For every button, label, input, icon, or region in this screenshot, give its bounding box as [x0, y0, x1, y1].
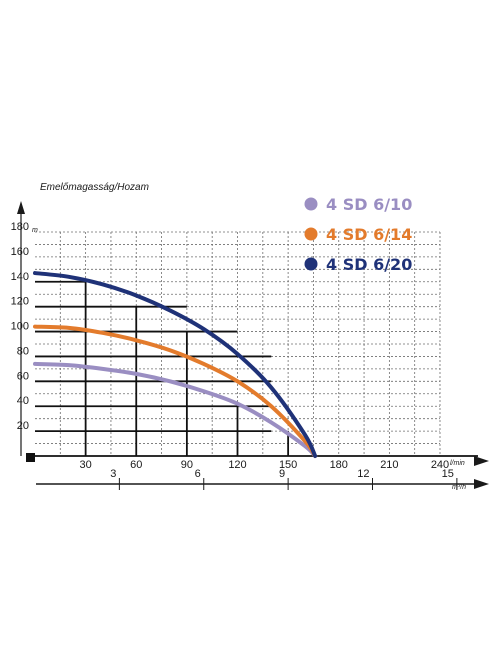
x-tick-label: 120 — [228, 459, 246, 471]
legend-dot-icon — [304, 197, 318, 211]
x2-tick-label: 9 — [279, 468, 285, 480]
origin-marker — [26, 453, 35, 462]
x-tick-label: 30 — [80, 459, 92, 471]
y-tick-label: 180 — [11, 221, 29, 233]
y-tick-label: 100 — [11, 321, 29, 333]
series-line-4-sd-6-20 — [33, 271, 318, 458]
y-tick-label: 40 — [17, 395, 29, 407]
x-axis-arrow-icon — [474, 456, 489, 466]
x-axis-labels: 30 60 90 120 150 180 210 240 — [80, 459, 450, 471]
legend: 4 SD 6/10 4 SD 6/14 4 SD 6/20 — [304, 195, 412, 274]
legend-label: 4 SD 6/14 — [326, 225, 412, 244]
y-tick-label: 160 — [11, 246, 29, 258]
y-axis-title: Emelőmagasság/Hozam — [40, 182, 149, 193]
y-tick-label: 120 — [11, 296, 29, 308]
grid — [35, 231, 441, 456]
x2-axis-arrow-icon — [474, 479, 489, 489]
y-axis-arrow-icon — [17, 201, 25, 214]
x-tick-label: 210 — [380, 459, 398, 471]
y-tick-label: 140 — [11, 271, 29, 283]
x2-axis-unit: m³/h — [452, 484, 466, 491]
series-line-4-sd-6-10 — [33, 361, 318, 458]
x2-tick-label: 12 — [357, 468, 369, 480]
x2-axis-labels: 3 6 9 12 15 — [110, 468, 458, 490]
y-axis-unit: m — [32, 227, 38, 234]
chart-frame — [35, 280, 478, 457]
x-tick-label: 240 — [431, 459, 449, 471]
curves — [33, 271, 318, 458]
x2-tick-label: 15 — [442, 468, 454, 480]
series-line-4-sd-6-14 — [33, 324, 318, 458]
y-tick-label: 60 — [17, 370, 29, 382]
x2-tick-label: 6 — [195, 468, 201, 480]
x2-tick-label: 3 — [110, 468, 116, 480]
legend-label: 4 SD 6/20 — [326, 255, 412, 274]
legend-dot-icon — [304, 227, 318, 241]
x-tick-label: 180 — [330, 459, 348, 471]
y-tick-label: 80 — [17, 345, 29, 357]
x-axis-unit: l/min — [450, 460, 465, 467]
x-tick-label: 150 — [279, 459, 297, 471]
legend-dot-icon — [304, 257, 318, 271]
x-tick-label: 60 — [130, 459, 142, 471]
y-axis-labels: 20 40 60 80 100 120 140 160 180 — [11, 221, 29, 432]
legend-label: 4 SD 6/10 — [326, 195, 412, 214]
x-tick-label: 90 — [181, 459, 193, 471]
y-tick-label: 20 — [17, 420, 29, 432]
